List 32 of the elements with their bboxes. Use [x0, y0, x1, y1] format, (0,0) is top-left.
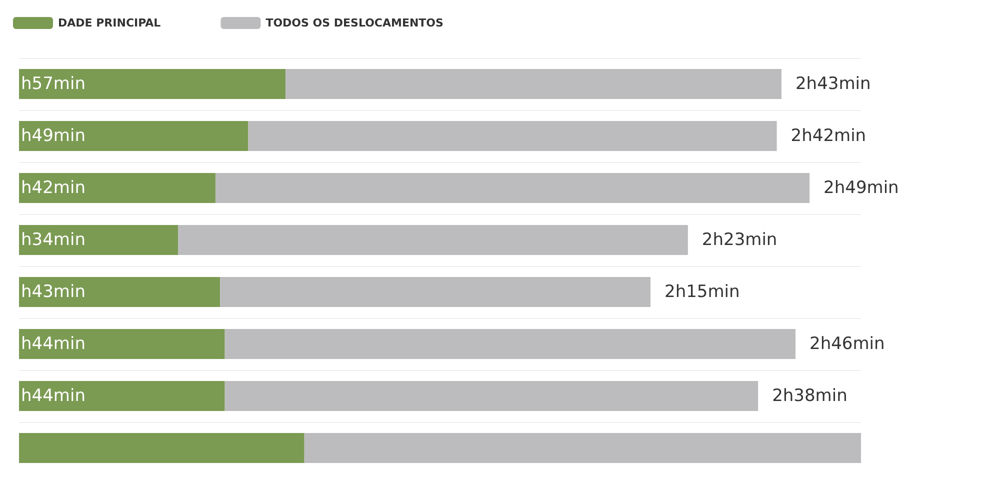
bar [19, 173, 216, 203]
data-label: h43min [21, 282, 86, 302]
total-label: 2h42min [790, 126, 866, 146]
bar [19, 225, 178, 255]
bar [19, 69, 286, 99]
total-label: 2h15min [664, 282, 740, 302]
bar [215, 173, 810, 203]
data-label: h49min [21, 126, 86, 146]
bar [286, 69, 782, 99]
data-label: h34min [21, 230, 86, 250]
total-label: 2h23min [702, 230, 778, 250]
bar [304, 433, 861, 463]
total-label: 2h43min [795, 74, 871, 94]
total-label: 2h49min [824, 178, 899, 198]
bar [19, 381, 225, 411]
bar [220, 277, 650, 307]
legend-label: TODOS OS DESLOCAMENTOS [266, 16, 444, 30]
bar [248, 121, 777, 151]
total-label: 2h46min [810, 334, 885, 354]
legend-label: DADE PRINCIPAL [58, 16, 161, 30]
bar [19, 277, 220, 307]
bar [19, 121, 248, 151]
data-label: h57min [21, 74, 86, 94]
bar [178, 225, 688, 255]
data-label: h42min [21, 178, 86, 198]
bar [224, 381, 758, 411]
data-label: h44min [21, 386, 86, 406]
bar [19, 433, 304, 463]
bar [19, 329, 225, 359]
bar [224, 329, 796, 359]
total-label: 2h38min [772, 386, 848, 406]
data-label: h44min [21, 334, 86, 354]
